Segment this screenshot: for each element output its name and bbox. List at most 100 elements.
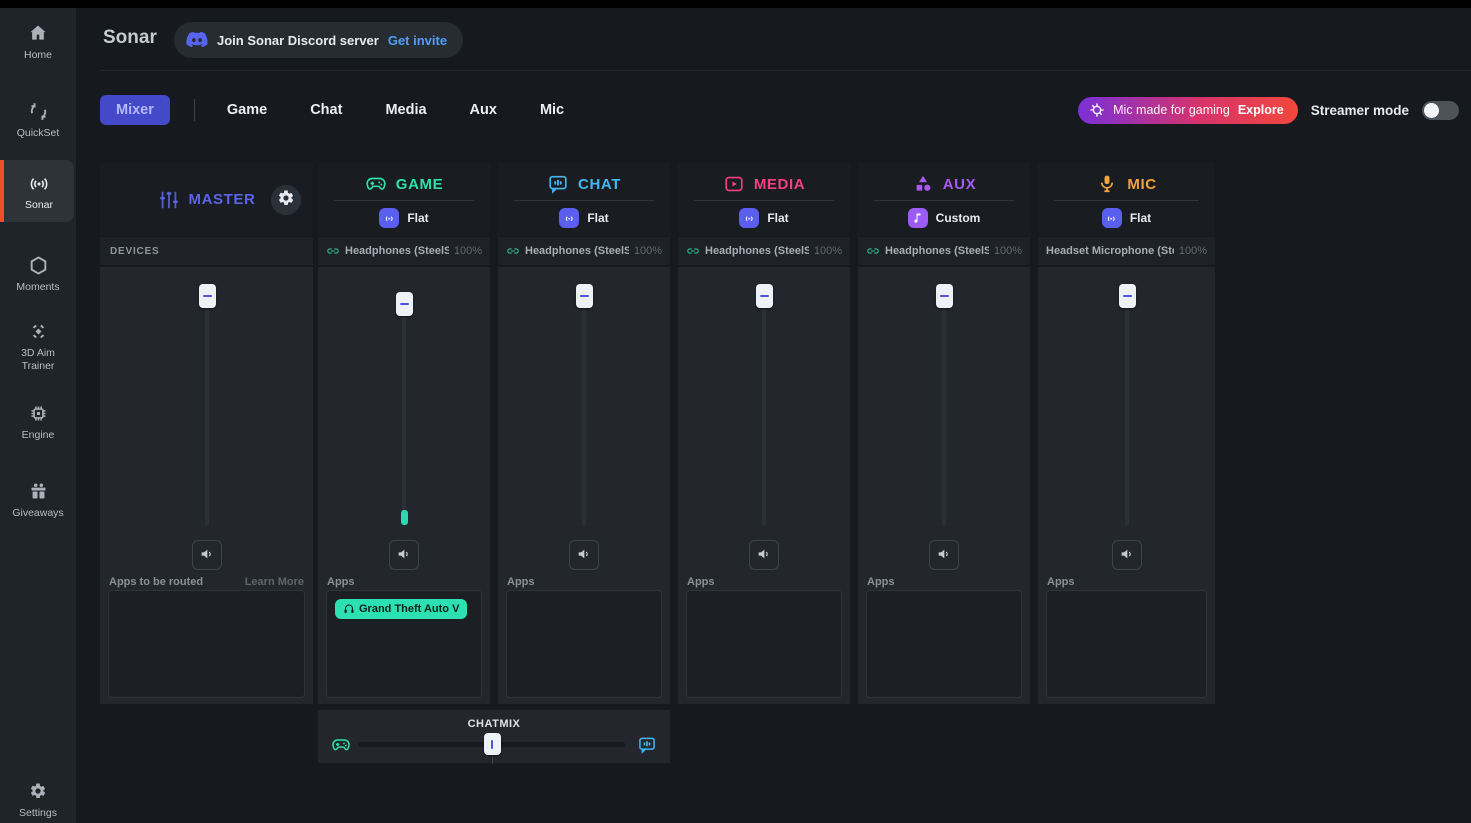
header-right-controls: Mic made for gaming Explore Streamer mod… xyxy=(1078,96,1459,124)
volume-slider-handle[interactable] xyxy=(198,284,216,308)
apps-row: Apps xyxy=(327,576,481,588)
channel-name: MEDIA xyxy=(753,175,806,193)
volume-slider-handle[interactable] xyxy=(936,284,953,308)
volume-slider-handle[interactable] xyxy=(396,292,413,316)
giveaways-icon xyxy=(27,480,49,502)
channel-header: MIC Flat xyxy=(1038,163,1215,236)
speaker-icon xyxy=(396,546,412,565)
preset-name: Custom xyxy=(935,211,981,225)
tab-aux[interactable]: Aux xyxy=(469,102,497,118)
volume-slider-track[interactable] xyxy=(204,301,209,526)
channel-body: Apps xyxy=(498,267,670,704)
promo-text: Mic made for gaming xyxy=(1113,103,1230,117)
volume-slider-handle[interactable] xyxy=(756,284,773,308)
preset-selector[interactable]: Flat xyxy=(1038,208,1215,228)
apps-dropzone xyxy=(506,590,662,698)
mute-button[interactable] xyxy=(749,540,779,570)
channel-name: MIC xyxy=(1127,175,1157,193)
mixer-channel-master: MASTER DEVICES Apps to be routed Learn More xyxy=(100,163,313,704)
channel-body: Apps Grand Theft Auto V xyxy=(318,267,490,704)
sidebar-item-giveaways[interactable]: Giveaways xyxy=(0,480,76,520)
sidebar-item-engine[interactable]: Engine xyxy=(0,402,76,442)
tab-mic[interactable]: Mic xyxy=(539,102,565,118)
device-row[interactable]: Headphones (SteelSe... 100% xyxy=(858,237,1030,265)
quickset-icon xyxy=(27,100,49,122)
volume-slider-handle[interactable] xyxy=(1118,284,1136,308)
media-icon xyxy=(723,173,745,195)
learn-more-link[interactable]: Learn More xyxy=(244,576,304,588)
app-chip[interactable]: Grand Theft Auto V xyxy=(335,599,468,619)
streamer-mode-toggle[interactable] xyxy=(1422,100,1459,120)
mic-promo-banner[interactable]: Mic made for gaming Explore xyxy=(1078,96,1298,124)
discord-invite-pill[interactable]: Join Sonar Discord server Get invite xyxy=(174,22,464,58)
master-settings-button[interactable] xyxy=(271,184,301,215)
chatmix-slider-track[interactable] xyxy=(358,733,625,764)
channel-header: GAME Flat xyxy=(318,163,490,236)
handle-line xyxy=(400,302,409,306)
volume-slider-track[interactable] xyxy=(582,301,586,526)
speaker-icon xyxy=(1119,546,1135,565)
aux-icon xyxy=(912,173,934,195)
link-icon xyxy=(506,244,520,258)
apps-label: Apps xyxy=(507,576,535,588)
apps-label: Apps xyxy=(1047,576,1075,588)
apps-label: Apps xyxy=(687,576,715,588)
device-name: Headset Microphone (Stee... xyxy=(1046,245,1174,257)
handle-line xyxy=(940,294,949,298)
sonar-wave-icon xyxy=(379,208,400,228)
devices-label: DEVICES xyxy=(110,245,160,257)
device-row[interactable]: Headphones (SteelSe... 100% xyxy=(498,237,670,265)
device-row[interactable]: Headphones (SteelSe... 100% xyxy=(678,237,850,265)
mute-button[interactable] xyxy=(929,540,959,570)
channel-name: AUX xyxy=(942,175,977,193)
volume-slider-track[interactable] xyxy=(942,301,946,526)
handle-line xyxy=(490,739,494,749)
device-volume-percent: 100% xyxy=(993,245,1022,257)
preset-selector[interactable]: Flat xyxy=(498,208,670,228)
get-invite-link[interactable]: Get invite xyxy=(387,32,448,48)
mute-button[interactable] xyxy=(389,540,419,570)
volume-slider-track[interactable] xyxy=(1124,301,1129,526)
sidebar-item-home[interactable]: Home xyxy=(0,22,76,62)
chatmix-label: CHATMIX xyxy=(467,718,521,730)
sonar-wave-icon xyxy=(739,208,760,228)
mic-icon xyxy=(1096,173,1118,195)
mixer-channel-game: GAME Flat Headphones (SteelSe... 100% Apps Gr… xyxy=(318,163,490,704)
channel-header: CHAT Flat xyxy=(498,163,670,236)
preset-selector[interactable]: Flat xyxy=(318,208,490,228)
tab-game[interactable]: Game xyxy=(226,102,268,118)
preset-name: Flat xyxy=(587,211,609,225)
headphones-icon xyxy=(343,603,355,615)
channel-name: GAME xyxy=(395,175,444,193)
chatmix-slider-handle[interactable] xyxy=(483,733,501,755)
gamepad-icon xyxy=(365,173,387,195)
device-row[interactable]: Headset Microphone (Stee... 100% xyxy=(1038,237,1215,265)
moments-icon xyxy=(27,254,49,276)
preset-selector[interactable]: Flat xyxy=(678,208,850,228)
preset-selector[interactable]: Custom xyxy=(858,208,1030,228)
mute-button[interactable] xyxy=(569,540,599,570)
sidebar-item-quickset[interactable]: QuickSet xyxy=(0,100,76,140)
mute-button[interactable] xyxy=(1111,540,1142,570)
sonar-icon xyxy=(28,172,50,194)
device-row[interactable]: Headphones (SteelSe... 100% xyxy=(318,237,490,265)
volume-slider-track[interactable] xyxy=(762,301,766,526)
sidebar-item-3d-aim-trainer[interactable]: 3D Aim Trainer xyxy=(0,320,76,373)
channel-header: MEDIA Flat xyxy=(678,163,850,236)
streamer-mode-label: Streamer mode xyxy=(1310,102,1409,118)
volume-slider-track[interactable] xyxy=(402,301,406,526)
chatmix-slider-row xyxy=(318,730,670,764)
tab-media[interactable]: Media xyxy=(385,102,427,118)
header-divider xyxy=(874,200,1014,201)
sidebar-item-settings[interactable]: Settings xyxy=(0,780,76,820)
tab-chat[interactable]: Chat xyxy=(310,102,343,118)
volume-slider-handle[interactable] xyxy=(576,284,593,308)
promo-explore-button[interactable]: Explore xyxy=(1237,103,1284,117)
sidebar-item-sonar[interactable]: Sonar xyxy=(0,160,74,223)
gamepad-icon xyxy=(331,734,351,754)
mute-button[interactable] xyxy=(191,540,222,570)
device-volume-percent: 100% xyxy=(813,245,842,257)
sidebar-item-moments[interactable]: Moments xyxy=(0,254,76,294)
app-chip-label: Grand Theft Auto V xyxy=(359,603,460,615)
tab-mixer[interactable]: Mixer xyxy=(100,95,170,125)
